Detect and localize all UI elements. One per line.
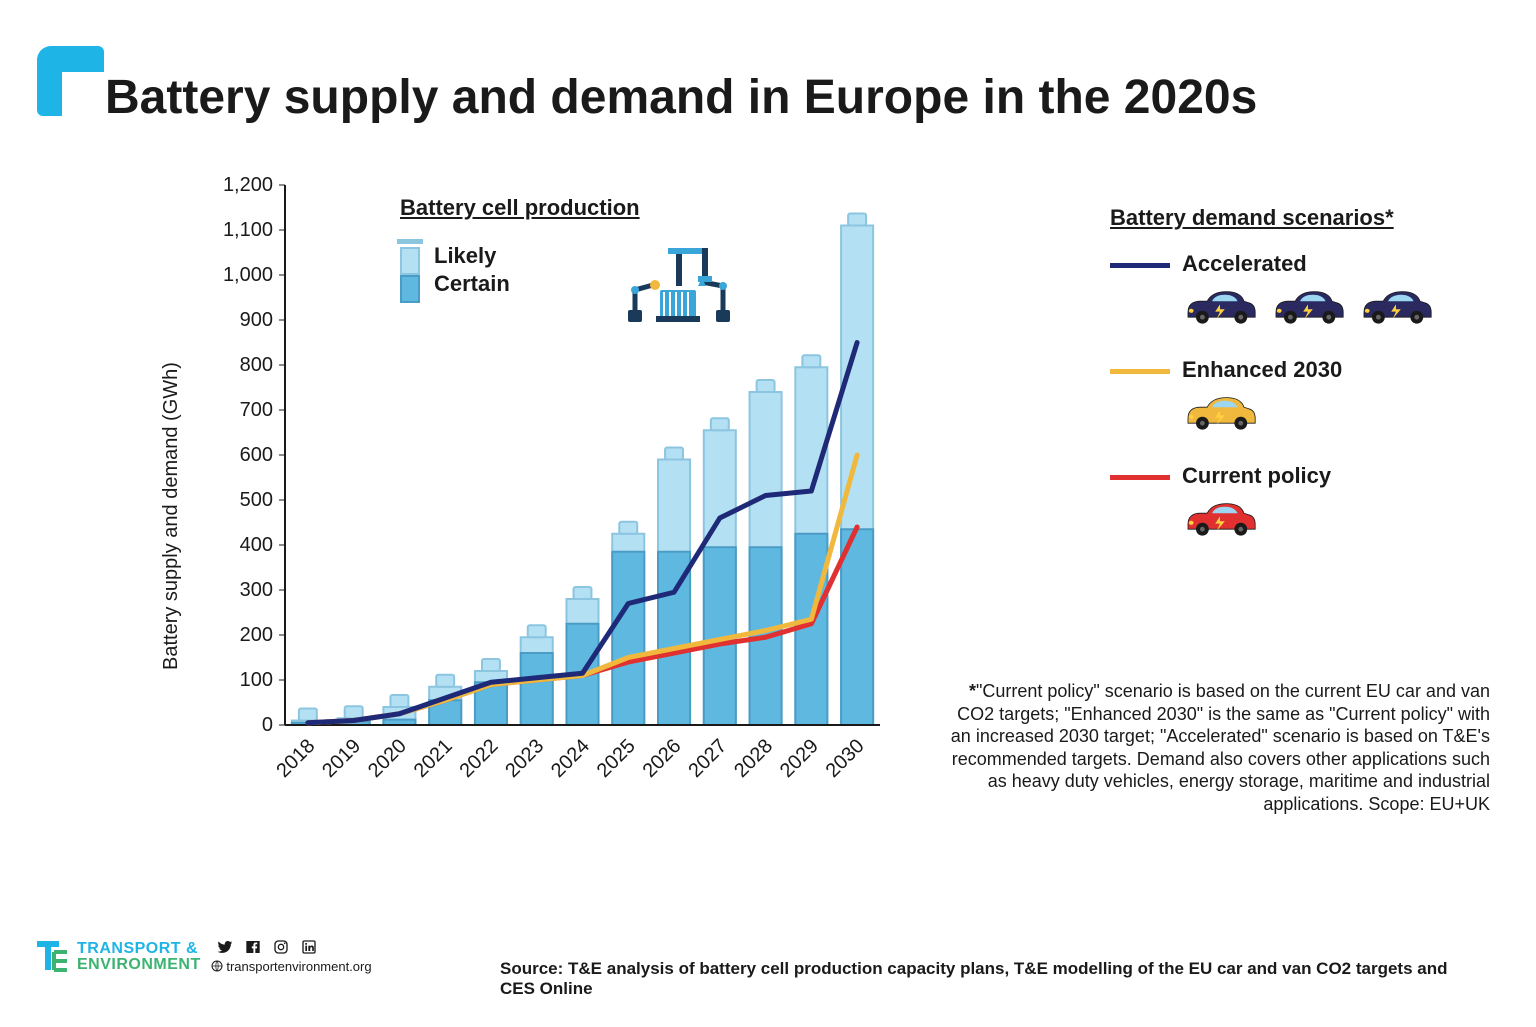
svg-text:2025: 2025 (593, 735, 640, 782)
twitter-icon (217, 939, 233, 955)
page-title: Battery supply and demand in Europe in t… (105, 70, 1257, 125)
scenario-label: Accelerated (1182, 251, 1307, 277)
brand-line2: ENVIRONMENT (77, 957, 201, 973)
svg-text:2024: 2024 (547, 735, 594, 782)
scenario-label: Current policy (1182, 463, 1331, 489)
page-root: Battery supply and demand in Europe in t… (0, 0, 1536, 1027)
source-text: Source: T&E analysis of battery cell pro… (500, 959, 1486, 999)
linkedin-icon (301, 939, 317, 955)
svg-text:2023: 2023 (501, 735, 548, 782)
scenario-cars (1180, 285, 1490, 327)
factory-icon (620, 240, 740, 325)
brand-line1: TRANSPORT & (77, 941, 201, 957)
svg-text:2021: 2021 (410, 735, 457, 782)
svg-text:1,200: 1,200 (223, 175, 273, 196)
svg-text:2020: 2020 (364, 735, 411, 782)
scenario-color-swatch (1110, 263, 1170, 268)
svg-text:2027: 2027 (684, 735, 731, 782)
footnote-text: *"Current policy" scenario is based on t… (940, 680, 1490, 815)
production-legend: Battery cell production Likely Certain (400, 195, 640, 303)
production-legend-header: Battery cell production (400, 195, 640, 221)
scenario-color-swatch (1110, 475, 1170, 480)
car-icon (1180, 391, 1260, 433)
car-icon (1180, 285, 1260, 327)
car-icon (1356, 285, 1436, 327)
car-icon (1180, 497, 1260, 539)
scenario-item: Enhanced 2030 (1110, 357, 1490, 433)
svg-text:700: 700 (240, 399, 273, 421)
svg-text:300: 300 (240, 579, 273, 601)
scenario-label: Enhanced 2030 (1182, 357, 1342, 383)
site-url: transportenvironment.org (211, 959, 372, 975)
scenario-item: Accelerated (1110, 251, 1490, 327)
svg-text:2026: 2026 (639, 735, 686, 782)
svg-text:2018: 2018 (272, 735, 319, 782)
swatch-likely (400, 247, 420, 275)
car-icon (1268, 285, 1348, 327)
svg-text:2022: 2022 (455, 735, 502, 782)
instagram-icon (273, 939, 289, 955)
footnote-lead: * (969, 681, 976, 701)
logo-mark-icon (37, 46, 97, 116)
svg-text:2028: 2028 (730, 735, 777, 782)
svg-text:600: 600 (240, 444, 273, 466)
svg-text:200: 200 (240, 624, 273, 646)
footnote-body: "Current policy" scenario is based on th… (951, 681, 1490, 814)
swatch-certain (400, 275, 420, 303)
scenario-cars (1180, 497, 1490, 539)
scenarios-legend: Battery demand scenarios* Accelerated (1110, 205, 1490, 569)
svg-text:400: 400 (240, 534, 273, 556)
scenarios-legend-header: Battery demand scenarios* (1110, 205, 1490, 231)
facebook-icon (245, 939, 261, 955)
brand-text: TRANSPORT & ENVIRONMENT (77, 941, 201, 973)
brand-logo-icon (37, 940, 67, 974)
legend-label-likely: Likely (434, 243, 510, 269)
globe-icon (211, 960, 223, 972)
social-icons (217, 939, 317, 955)
svg-text:0: 0 (262, 714, 273, 736)
svg-text:1,100: 1,100 (223, 219, 273, 241)
legend-label-certain: Certain (434, 271, 510, 297)
svg-text:2019: 2019 (318, 735, 365, 782)
site-url-text: transportenvironment.org (226, 959, 371, 974)
svg-text:800: 800 (240, 354, 273, 376)
svg-text:500: 500 (240, 489, 273, 511)
svg-text:100: 100 (240, 669, 273, 691)
svg-text:2029: 2029 (776, 735, 823, 782)
svg-text:2030: 2030 (822, 735, 869, 782)
scenario-cars (1180, 391, 1490, 433)
scenario-item: Current policy (1110, 463, 1490, 539)
svg-text:900: 900 (240, 309, 273, 331)
svg-text:1,000: 1,000 (223, 264, 273, 286)
scenario-color-swatch (1110, 369, 1170, 374)
